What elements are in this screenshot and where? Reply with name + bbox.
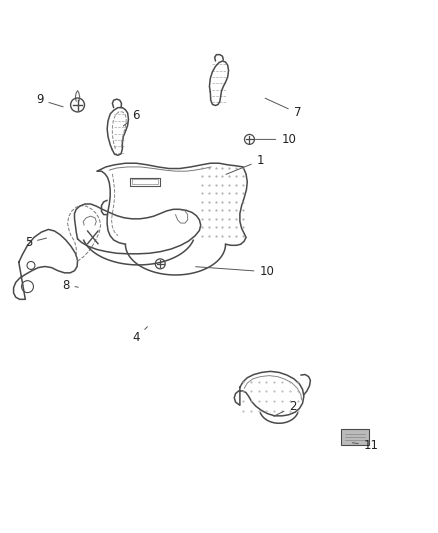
- Text: 2: 2: [274, 400, 297, 416]
- Text: 1: 1: [226, 154, 264, 174]
- Text: 6: 6: [123, 109, 140, 126]
- Text: 5: 5: [25, 236, 46, 249]
- Text: 8: 8: [62, 279, 78, 292]
- Text: 7: 7: [265, 98, 301, 119]
- Text: 10: 10: [196, 265, 274, 278]
- Text: 9: 9: [36, 93, 63, 107]
- Text: 4: 4: [133, 327, 148, 344]
- Bar: [341, 429, 369, 445]
- Text: 10: 10: [254, 133, 296, 146]
- Text: 11: 11: [352, 439, 379, 452]
